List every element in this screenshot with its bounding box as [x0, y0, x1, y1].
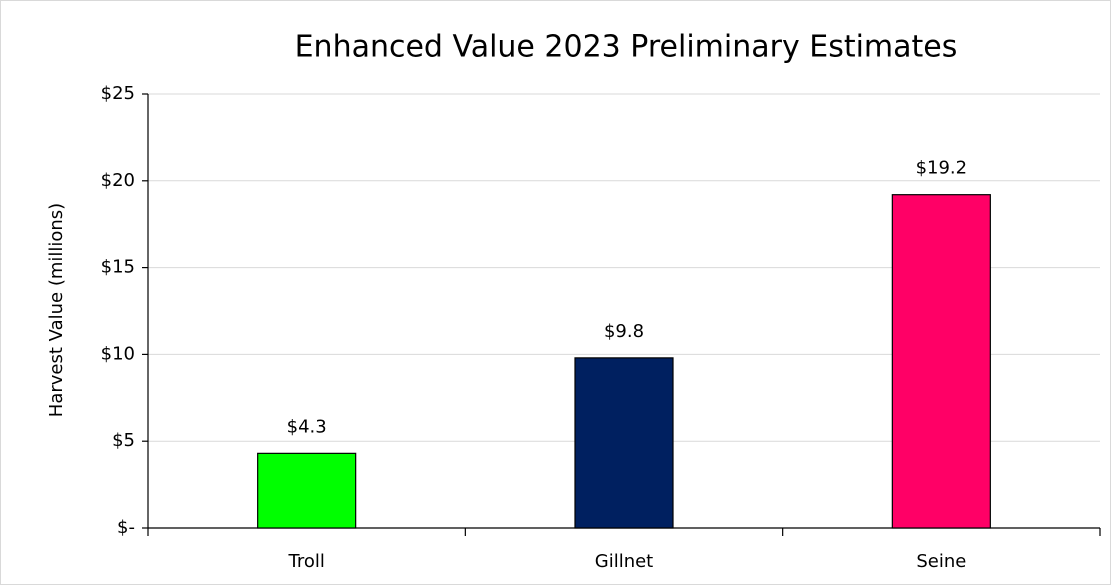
y-tick-label: $5	[112, 430, 135, 451]
y-tick-label: $25	[101, 83, 135, 104]
y-tick-label: $20	[101, 170, 135, 191]
x-tick-label: Troll	[287, 551, 324, 572]
x-tick-label: Seine	[916, 551, 966, 572]
data-label: $19.2	[916, 158, 968, 179]
data-label: $4.3	[287, 416, 327, 437]
y-tick-label: $10	[101, 343, 135, 364]
bar	[891, 194, 991, 529]
x-tick-label: Gillnet	[595, 551, 654, 572]
bar	[574, 357, 674, 529]
bar	[257, 452, 357, 529]
y-tick-label: $-	[117, 517, 135, 538]
y-axis-label: Harvest Value (millions)	[46, 203, 67, 417]
y-tick-label: $15	[101, 257, 135, 278]
data-label: $9.8	[604, 321, 644, 342]
chart-title: Enhanced Value 2023 Preliminary Estimate…	[295, 30, 958, 65]
